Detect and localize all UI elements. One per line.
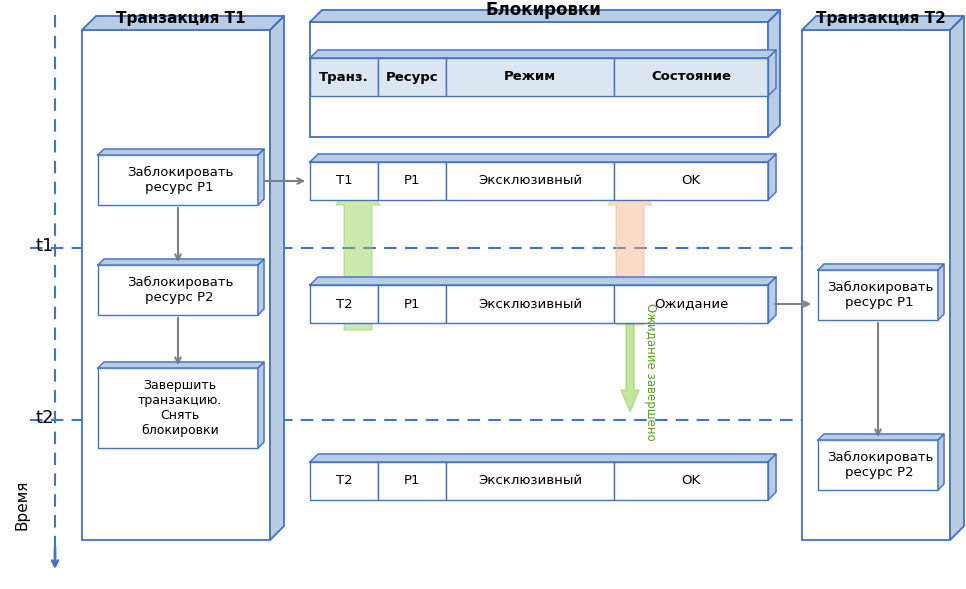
Polygon shape — [310, 277, 776, 285]
Bar — [446, 58, 614, 96]
Bar — [310, 58, 378, 96]
Bar — [614, 462, 768, 500]
Text: Состояние: Состояние — [651, 71, 731, 84]
Polygon shape — [938, 264, 944, 320]
Text: Ожидание: Ожидание — [654, 297, 728, 310]
Polygon shape — [802, 16, 964, 30]
Text: OK: OK — [681, 174, 700, 187]
Polygon shape — [818, 264, 944, 270]
Bar — [818, 270, 938, 320]
Polygon shape — [768, 154, 776, 200]
Bar — [310, 462, 378, 500]
Polygon shape — [818, 434, 944, 440]
Text: P1: P1 — [404, 297, 420, 310]
Polygon shape — [950, 16, 964, 540]
Polygon shape — [98, 362, 264, 368]
Text: Транзакция T2: Транзакция T2 — [816, 11, 946, 26]
Polygon shape — [768, 50, 776, 96]
Bar — [614, 285, 768, 323]
Polygon shape — [768, 277, 776, 323]
Polygon shape — [310, 454, 776, 462]
Polygon shape — [258, 149, 264, 205]
Text: Блокировки: Блокировки — [485, 1, 601, 19]
Bar — [446, 162, 614, 200]
Polygon shape — [310, 154, 776, 162]
Polygon shape — [310, 50, 776, 58]
Polygon shape — [768, 10, 780, 137]
FancyArrow shape — [336, 170, 380, 330]
Text: P1: P1 — [404, 475, 420, 488]
Polygon shape — [310, 10, 780, 22]
Bar — [310, 22, 768, 137]
Text: Завершить
транзакцию.
Снять
блокировки: Завершить транзакцию. Снять блокировки — [137, 379, 222, 437]
Bar — [446, 285, 614, 323]
Bar — [378, 462, 446, 500]
Bar — [82, 30, 270, 540]
Text: Транз.: Транз. — [319, 71, 369, 84]
Bar — [614, 162, 768, 200]
Text: Транзакция T1: Транзакция T1 — [116, 11, 245, 26]
Polygon shape — [258, 259, 264, 315]
Text: Эксклюзивный: Эксклюзивный — [478, 297, 582, 310]
Text: Эксклюзивный: Эксклюзивный — [478, 174, 582, 187]
Text: OK: OK — [681, 475, 700, 488]
Bar — [98, 265, 258, 315]
Polygon shape — [98, 259, 264, 265]
Polygon shape — [258, 362, 264, 448]
Text: T1: T1 — [336, 174, 353, 187]
Bar — [614, 58, 768, 96]
Bar — [378, 58, 446, 96]
Bar — [310, 162, 378, 200]
Polygon shape — [82, 16, 284, 30]
Text: Заблокировать
ресурс P1: Заблокировать ресурс P1 — [827, 281, 933, 309]
Text: P1: P1 — [404, 174, 420, 187]
Bar — [446, 462, 614, 500]
Text: T2: T2 — [336, 475, 353, 488]
Bar — [802, 30, 950, 540]
Text: Эксклюзивный: Эксклюзивный — [478, 475, 582, 488]
Polygon shape — [768, 454, 776, 500]
Bar — [378, 162, 446, 200]
Text: Заблокировать
ресурс P2: Заблокировать ресурс P2 — [827, 451, 933, 479]
Text: Режим: Режим — [504, 71, 556, 84]
Text: Ожидание завершено: Ожидание завершено — [644, 303, 657, 441]
Polygon shape — [98, 149, 264, 155]
Text: Заблокировать
ресурс P1: Заблокировать ресурс P1 — [127, 166, 233, 194]
Polygon shape — [270, 16, 284, 540]
Bar — [818, 440, 938, 490]
Text: Время: Время — [14, 480, 30, 530]
Text: t1: t1 — [35, 237, 53, 255]
Bar — [98, 155, 258, 205]
FancyArrow shape — [621, 323, 639, 412]
Polygon shape — [938, 434, 944, 490]
Text: Ресурс: Ресурс — [385, 71, 439, 84]
Text: T2: T2 — [336, 297, 353, 310]
Bar — [98, 368, 258, 448]
Text: Заблокировать
ресурс P2: Заблокировать ресурс P2 — [127, 276, 233, 304]
FancyArrow shape — [608, 170, 652, 325]
Bar — [310, 285, 378, 323]
Text: t2: t2 — [35, 409, 53, 427]
Bar — [378, 285, 446, 323]
